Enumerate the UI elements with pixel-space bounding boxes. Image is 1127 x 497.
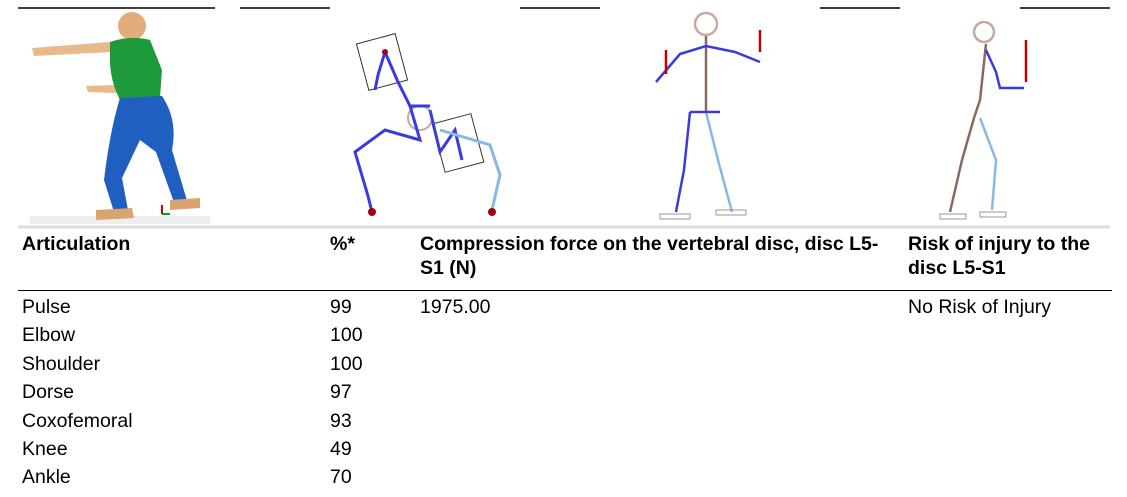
table-row: Elbow 100 [18,322,1112,350]
stick-figure-top [353,33,502,213]
empty-cell [416,464,904,492]
table-row: Dorse 97 [18,379,1112,407]
table-row: Pulse 99 1975.00 No Risk of Injury [18,291,1112,323]
empty-cell [904,408,1112,436]
table-cell: Knee [22,437,68,460]
header-row: Articulation %* Compression force on the v… [18,230,1112,291]
table-cell: 49 [330,437,352,460]
header-cell: Compression force on the vertebral disc,… [416,230,904,291]
table-cell: 93 [330,409,352,432]
table-cell: 97 [330,381,352,404]
humanoid-figure [30,12,210,224]
header-cell: Articulation [18,230,326,291]
table-cell: Pulse [22,296,71,318]
results-table: Articulation %* Compression force on the v… [18,230,1112,493]
table-cell: 70 [330,466,352,489]
table-cell: Elbow [22,324,76,347]
empty-cell [904,322,1112,350]
empty-cell [904,351,1112,379]
table-cell: Dorse [22,381,75,404]
empty-cell [904,379,1112,407]
header-cell: %* [326,230,416,291]
empty-cell [416,408,904,436]
table-row: Ankle 70 [18,464,1112,492]
table-row: Shoulder 100 [18,351,1112,379]
empty-cell [904,436,1112,464]
table-cell: 99 [330,296,352,318]
empty-cell [416,322,904,350]
table-cell: Ankle [22,466,71,489]
table-cell: Coxofemoral [22,409,133,432]
header-cell: Risk of injury to the disc L5-S1 [904,230,1112,291]
empty-cell [416,351,904,379]
stick-figure-side [939,20,1028,220]
table-row: Knee 49 [18,436,1112,464]
empty-cell [416,436,904,464]
table-row: Coxofemoral 93 [18,408,1112,436]
table-cell: 100 [330,352,363,375]
table-cell: No Risk of Injury [908,296,1052,318]
empty-cell [904,464,1112,492]
table-cell: 100 [330,324,363,347]
figures [18,7,1110,229]
stick-figure-front [655,11,762,220]
table-cell: Shoulder [22,352,101,375]
table-cell: 1975.00 [420,296,491,318]
table-body: Pulse 99 1975.00 No Risk of Injury Elbow 100 S… [18,291,1112,493]
empty-cell [416,379,904,407]
